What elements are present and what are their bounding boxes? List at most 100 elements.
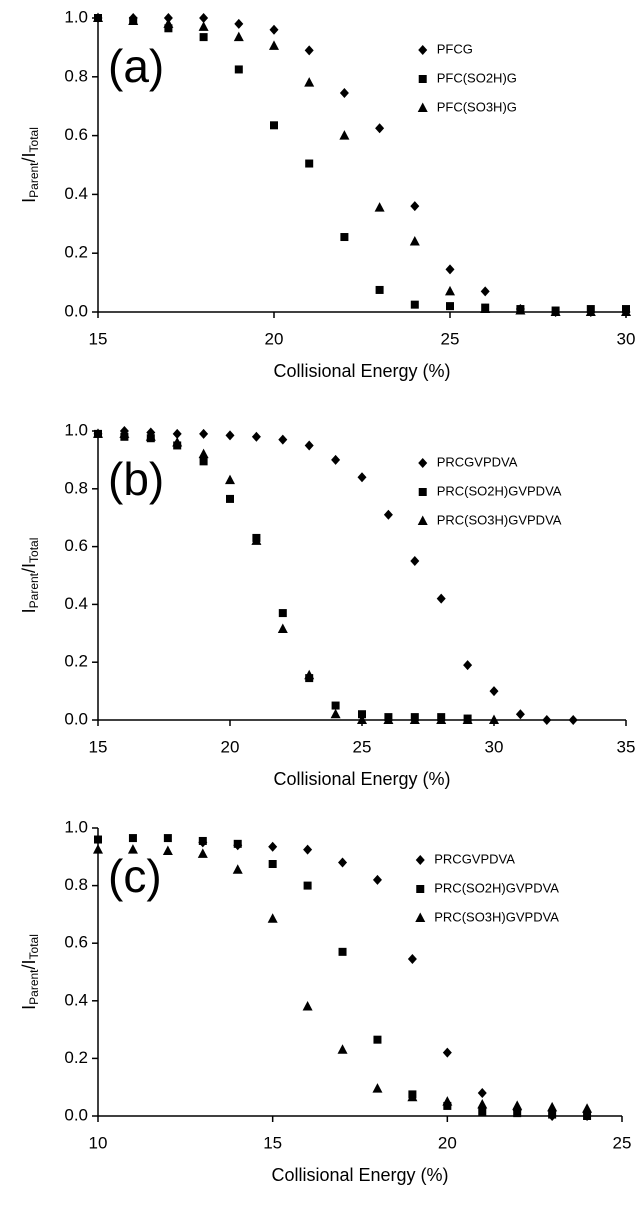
data-point bbox=[163, 13, 173, 23]
y-tick-label: 0.4 bbox=[64, 184, 88, 203]
x-tick-label: 15 bbox=[89, 737, 108, 756]
data-point bbox=[304, 45, 314, 56]
legend-marker bbox=[418, 488, 427, 496]
panel: 0.0 0.2 0.4 0.6 0.8 1.0 10 15 20 25 Collisional En… bbox=[19, 817, 632, 1184]
data-point bbox=[233, 31, 244, 42]
data-point bbox=[128, 15, 139, 25]
y-tick-label: 0.8 bbox=[64, 478, 88, 497]
legend-label: PFCG bbox=[437, 41, 473, 56]
data-point bbox=[375, 123, 385, 134]
data-point bbox=[172, 428, 182, 439]
y-tick-label: 0.6 bbox=[64, 536, 88, 555]
data-point bbox=[338, 947, 347, 956]
data-point bbox=[410, 201, 420, 212]
data-point bbox=[197, 848, 208, 858]
data-point bbox=[269, 40, 279, 50]
y-label-subscript: Total bbox=[27, 538, 41, 563]
data-point bbox=[267, 913, 278, 923]
data-point bbox=[442, 1047, 452, 1058]
data-point bbox=[232, 864, 243, 874]
data-point bbox=[93, 12, 103, 22]
y-tick-label: 1.0 bbox=[64, 420, 88, 439]
y-tick-label: 0.0 bbox=[64, 1105, 88, 1124]
data-point bbox=[585, 306, 596, 316]
data-point bbox=[304, 440, 314, 451]
y-label-subscript: Total bbox=[27, 127, 41, 152]
x-tick-label: 10 bbox=[89, 1133, 108, 1152]
data-point bbox=[477, 1098, 488, 1109]
data-point bbox=[303, 881, 312, 890]
data-point bbox=[128, 834, 137, 843]
data-point bbox=[436, 593, 446, 604]
data-point bbox=[547, 1101, 558, 1112]
data-point bbox=[463, 660, 473, 671]
legend-marker bbox=[417, 515, 428, 525]
data-point bbox=[357, 472, 367, 483]
data-point bbox=[303, 844, 313, 855]
data-point bbox=[480, 303, 491, 314]
x-tick-label: 25 bbox=[613, 1133, 632, 1152]
panel-label: (c) bbox=[108, 850, 162, 902]
data-point bbox=[489, 714, 499, 724]
data-point bbox=[383, 714, 394, 724]
y-tick-label: 0.2 bbox=[64, 243, 88, 262]
data-point bbox=[621, 306, 631, 316]
data-point bbox=[251, 535, 262, 545]
data-point bbox=[302, 1001, 313, 1011]
x-tick-label: 30 bbox=[485, 737, 504, 756]
legend-label: PRCGVPDVA bbox=[434, 851, 515, 866]
data-point bbox=[234, 18, 244, 29]
y-label-subscript: Parent bbox=[27, 572, 41, 608]
legend-label: PRCGVPDVA bbox=[437, 454, 518, 469]
data-point bbox=[409, 714, 420, 724]
legend-label: PRC(SO3H)GVPDVA bbox=[437, 512, 562, 527]
data-point bbox=[305, 159, 314, 168]
data-point bbox=[542, 715, 552, 725]
legend-marker bbox=[418, 458, 428, 468]
data-point bbox=[462, 714, 473, 724]
data-point bbox=[268, 841, 278, 852]
x-axis-label: Collisional Energy (%) bbox=[271, 1165, 448, 1185]
data-point bbox=[234, 65, 243, 74]
data-point bbox=[269, 24, 279, 35]
x-tick-label: 20 bbox=[438, 1133, 457, 1152]
data-point bbox=[372, 1083, 383, 1093]
legend-marker bbox=[417, 102, 428, 112]
legend-label: PFC(SO2H)G bbox=[437, 70, 517, 85]
x-tick-label: 35 bbox=[617, 737, 636, 756]
legend-marker bbox=[415, 912, 426, 922]
data-point bbox=[372, 874, 382, 885]
data-point bbox=[162, 845, 173, 856]
data-point bbox=[515, 709, 525, 720]
legend-label: PRC(SO2H)GVPDVA bbox=[437, 483, 562, 498]
data-point bbox=[199, 33, 208, 42]
data-point bbox=[512, 1100, 523, 1110]
y-axis-label: IParent/ITotal bbox=[19, 127, 41, 203]
data-point bbox=[515, 305, 526, 315]
data-point bbox=[568, 715, 578, 725]
data-point bbox=[226, 494, 234, 503]
y-label-part: I bbox=[19, 198, 39, 203]
data-point bbox=[277, 623, 288, 633]
data-point bbox=[513, 1109, 522, 1118]
data-point bbox=[436, 714, 447, 724]
y-label-part: I bbox=[19, 1005, 39, 1010]
x-tick-label: 25 bbox=[441, 329, 460, 348]
data-point bbox=[251, 431, 261, 442]
data-point bbox=[357, 714, 367, 724]
data-point bbox=[145, 431, 156, 441]
panel: 0.0 0.2 0.4 0.6 0.8 1.0 15 20 25 30 35 Collisional … bbox=[19, 420, 636, 788]
data-point bbox=[442, 1096, 453, 1106]
data-point bbox=[338, 857, 348, 868]
y-tick-label: 0.0 bbox=[64, 301, 88, 320]
legend-marker bbox=[415, 855, 425, 865]
data-point bbox=[480, 286, 490, 297]
data-point bbox=[410, 300, 419, 309]
data-point bbox=[582, 1103, 593, 1113]
data-point bbox=[270, 121, 278, 130]
y-label-subscript: Total bbox=[27, 934, 41, 959]
data-point bbox=[127, 844, 138, 854]
data-point bbox=[233, 839, 242, 848]
y-tick-label: 0.4 bbox=[64, 594, 88, 613]
